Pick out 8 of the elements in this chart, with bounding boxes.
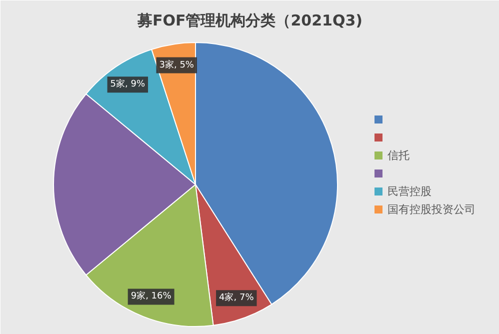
- chart-title: 募FOF管理机构分类（2021Q3): [136, 12, 363, 30]
- legend-label: 民营控股: [388, 185, 432, 198]
- data-label: 4家, 7%: [219, 292, 254, 304]
- data-label: 9家, 16%: [130, 290, 172, 302]
- data-label: 5家, 9%: [110, 78, 146, 90]
- legend-label: 信托: [388, 149, 410, 162]
- legend-label: 国有控股投资公司: [388, 203, 476, 216]
- data-label: 3家, 5%: [159, 59, 194, 70]
